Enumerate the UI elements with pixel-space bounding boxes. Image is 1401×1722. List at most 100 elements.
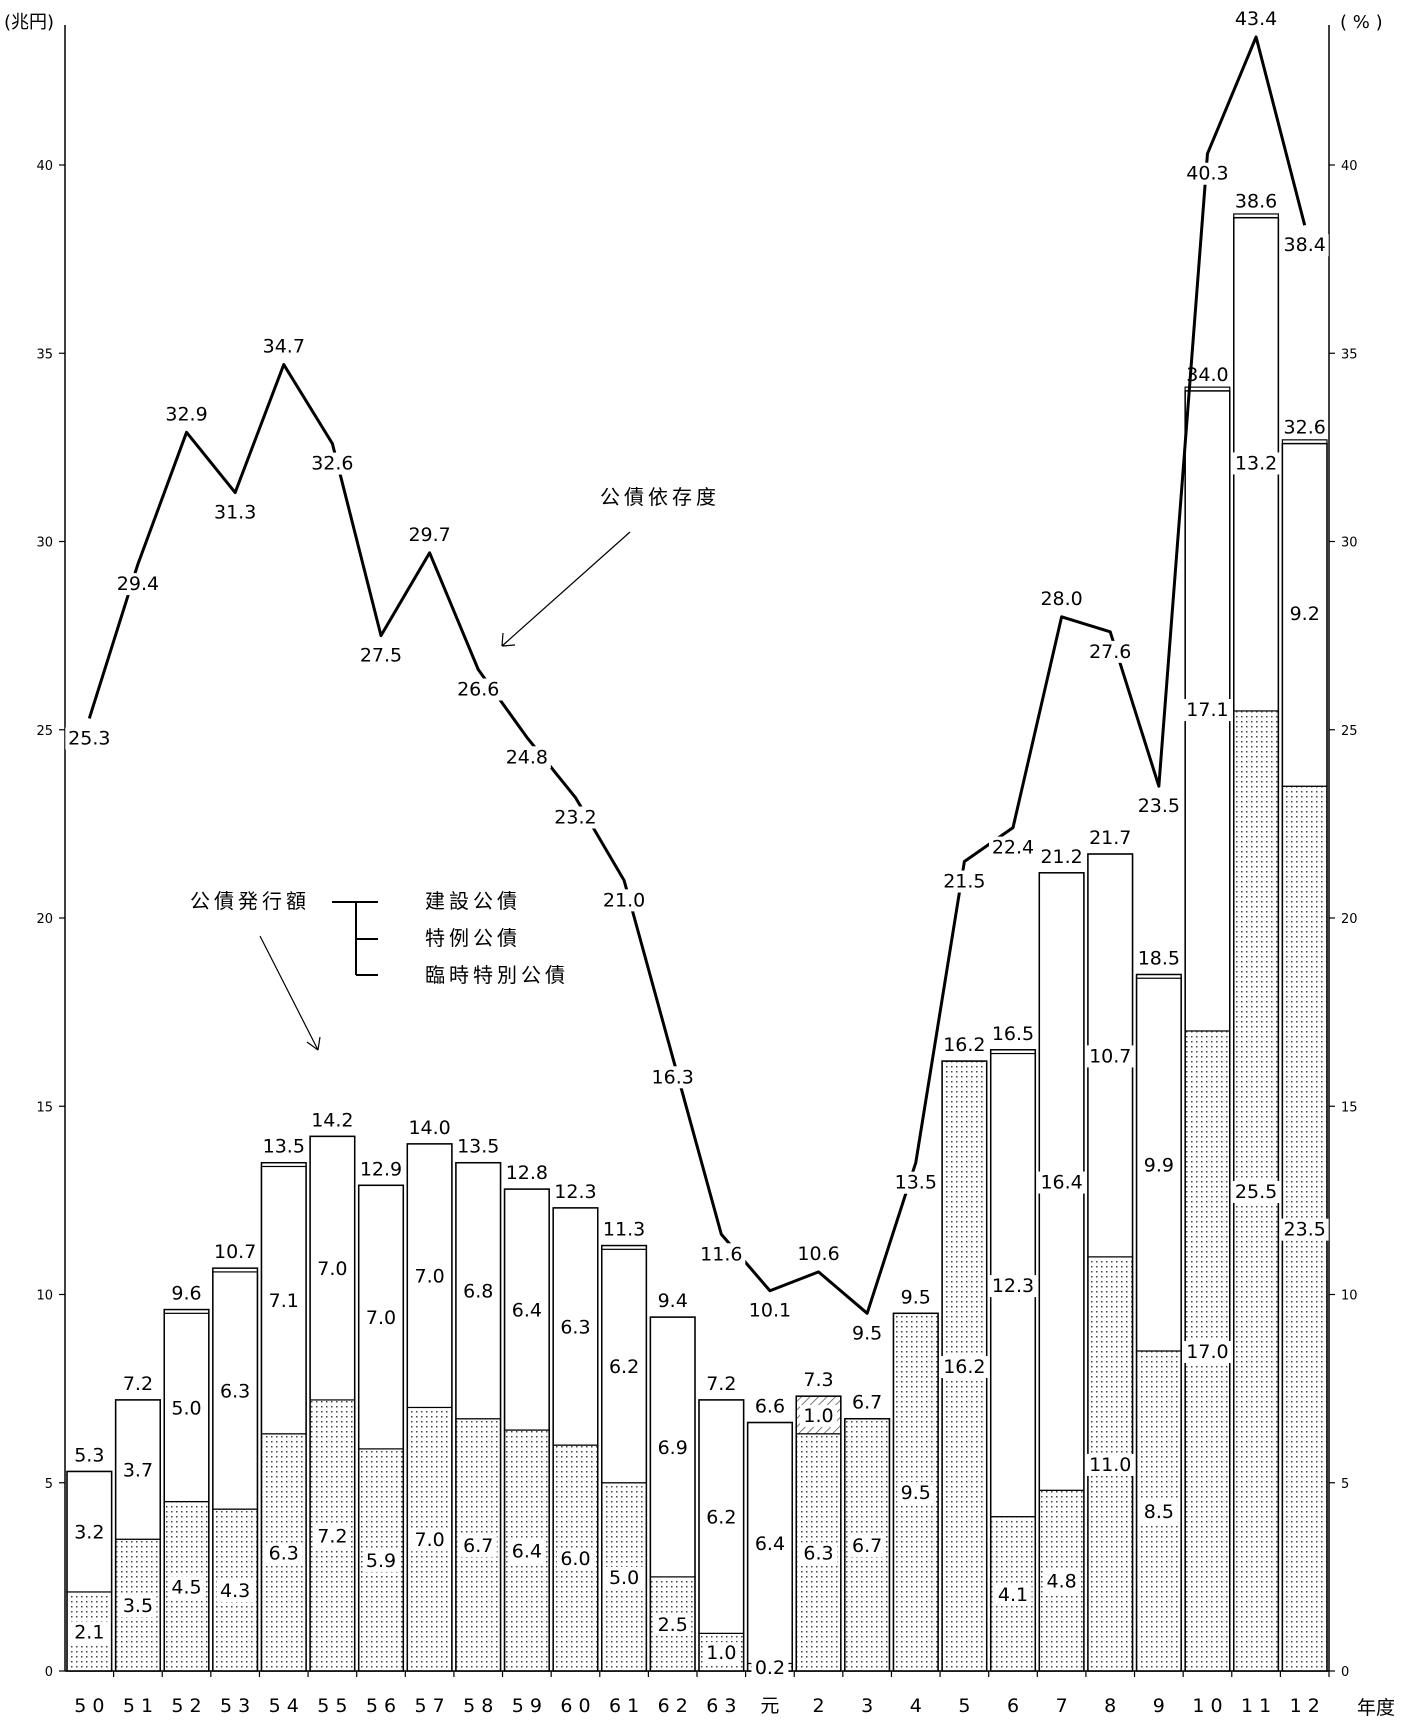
- construction-label-8: 6.7: [463, 1535, 493, 1557]
- ratio-label-0: 25.3: [68, 727, 110, 749]
- bar-total-label-9: 12.8: [506, 1162, 548, 1184]
- construction-label-18: 16.2: [943, 1356, 985, 1378]
- bar-total-label-7: 14.0: [408, 1117, 450, 1139]
- ratio-label-14-bg: [745, 1299, 794, 1322]
- bar-total-label-24: 38.6: [1235, 191, 1277, 213]
- ratio-label-23: 40.3: [1186, 163, 1228, 185]
- left-tick-label-5: 25: [36, 724, 53, 739]
- deficit-label-7-bg: [411, 1265, 449, 1288]
- bars: [66, 213, 1328, 1672]
- bar-outline-12: [649, 1316, 696, 1672]
- construction-label-14-bg: [751, 1657, 789, 1680]
- bar-outline-11: [601, 1244, 648, 1672]
- deficit-label-13: 6.2: [706, 1507, 736, 1529]
- construction-label-16: 6.7: [852, 1535, 882, 1557]
- ratio-label-0-bg: [65, 727, 114, 750]
- bar-total-label-20: 21.2: [1040, 846, 1082, 868]
- construction-label-25-bg: [1280, 1218, 1329, 1241]
- deficit-label-4-bg: [265, 1290, 303, 1313]
- deficit-label-13-bg: [702, 1506, 740, 1529]
- ratio-label-18-bg: [940, 870, 989, 893]
- deficit-label-7: 7.0: [415, 1266, 445, 1288]
- bar-outline-25: [1281, 442, 1328, 1672]
- ratio-label-2-bg: [162, 403, 211, 426]
- x-label-12: 6 2: [658, 1695, 688, 1717]
- issuance-arrow-head: [306, 1036, 321, 1051]
- construction-label-10: 6.0: [560, 1548, 590, 1570]
- x-label-1: 5 1: [123, 1695, 153, 1717]
- x-label-9: 5 9: [512, 1695, 542, 1717]
- construction-label-1-bg: [119, 1595, 157, 1618]
- construction-label-25: 23.5: [1284, 1219, 1326, 1241]
- deficit-label-24-bg: [1232, 452, 1281, 475]
- bar-total-label-6: 12.9: [360, 1158, 402, 1180]
- ratio-label-15-bg: [794, 1242, 843, 1265]
- x-label-25: 1 2: [1290, 1695, 1320, 1717]
- x-label-2: 5 2: [171, 1695, 201, 1717]
- ratio-label-13-bg: [697, 1243, 746, 1266]
- deficit-label-22-bg: [1140, 1154, 1178, 1177]
- ratio-label-7: 29.7: [408, 524, 450, 546]
- bar-outline-5: [309, 1135, 356, 1672]
- bar-total-label-25: 32.6: [1284, 417, 1326, 439]
- deficit-label-3-bg: [216, 1380, 254, 1403]
- left-tick-label-1: 5: [45, 1477, 53, 1492]
- deficit-label-5-bg: [313, 1258, 351, 1281]
- x-label-21: 8: [1104, 1695, 1116, 1717]
- right-tick-label-3: 15: [1341, 1100, 1358, 1115]
- x-label-8: 5 8: [463, 1695, 493, 1717]
- construction-label-19: 4.1: [998, 1584, 1028, 1606]
- ratio-label-10-bg: [551, 806, 600, 829]
- bar-outline-17: [892, 1312, 939, 1672]
- construction-label-13: 1.0: [706, 1642, 736, 1664]
- construction-label-23-bg: [1183, 1340, 1232, 1363]
- bar-outline-13: [698, 1399, 745, 1672]
- construction-label-17-bg: [897, 1482, 935, 1505]
- issuance-arrow: [259, 935, 319, 1051]
- x-label-17: 4: [910, 1695, 922, 1717]
- deficit-label-8: 6.8: [463, 1281, 493, 1303]
- deficit-label-10: 6.3: [560, 1317, 590, 1339]
- deficit-label-14-bg: [751, 1532, 789, 1555]
- x-label-7: 5 7: [415, 1695, 445, 1717]
- deficit-label-12: 6.9: [658, 1437, 688, 1459]
- deficit-label-22: 9.9: [1144, 1155, 1174, 1177]
- bar-outline-1: [114, 1399, 161, 1672]
- right-tick-label-1: 5: [1341, 1477, 1349, 1492]
- ratio-label-3: 31.3: [214, 502, 256, 524]
- right-axis-unit: ( % ): [1340, 12, 1383, 33]
- construction-label-21: 11.0: [1089, 1454, 1131, 1476]
- ratio-label-24-bg: [1232, 7, 1281, 30]
- value-labels: 5.3 2.1 3.2 25.3 7.2 3.5 3.7 29.4 9.6 4.5 5.0 32.9 1…: [65, 7, 1329, 1680]
- bar-outline-21: [1087, 853, 1134, 1672]
- construction-label-16-bg: [848, 1534, 886, 1557]
- ratio-label-13: 11.6: [700, 1243, 742, 1265]
- x-label-0: 5 0: [74, 1695, 104, 1717]
- ratio-label-1: 29.4: [117, 573, 159, 595]
- deficit-label-20-bg: [1037, 1171, 1086, 1194]
- ratio-label-14: 10.1: [749, 1300, 791, 1322]
- bar-total-label-8: 13.5: [457, 1136, 499, 1158]
- deficit-label-23-bg: [1183, 699, 1232, 722]
- ratio-label-25: 38.4: [1284, 234, 1326, 256]
- left-tick-label-0: 0: [45, 1665, 53, 1680]
- construction-label-5-bg: [313, 1525, 351, 1548]
- construction-label-24-bg: [1232, 1180, 1281, 1203]
- construction-label-12-bg: [654, 1613, 692, 1636]
- ratio-label-4-bg: [259, 335, 308, 358]
- construction-label-1: 3.5: [123, 1595, 153, 1617]
- construction-label-4: 6.3: [269, 1542, 299, 1564]
- left-tick-label-4: 20: [36, 912, 53, 927]
- ratio-label-4: 34.7: [263, 336, 305, 358]
- bar-total-label-14: 6.6: [755, 1396, 785, 1418]
- bar-total-label-19: 16.5: [992, 1023, 1034, 1045]
- deficit-label-8-bg: [459, 1280, 497, 1303]
- ratio-label-15: 10.6: [797, 1243, 839, 1265]
- deficit-label-9: 6.4: [512, 1300, 542, 1322]
- ratio-label-1-bg: [113, 573, 162, 596]
- construction-label-23: 17.0: [1186, 1341, 1228, 1363]
- construction-label-22-bg: [1140, 1500, 1178, 1523]
- right-tick-label-8: 40: [1341, 159, 1358, 174]
- ratio-label-17: 13.5: [895, 1172, 937, 1194]
- x-label-20: 7: [1056, 1695, 1068, 1717]
